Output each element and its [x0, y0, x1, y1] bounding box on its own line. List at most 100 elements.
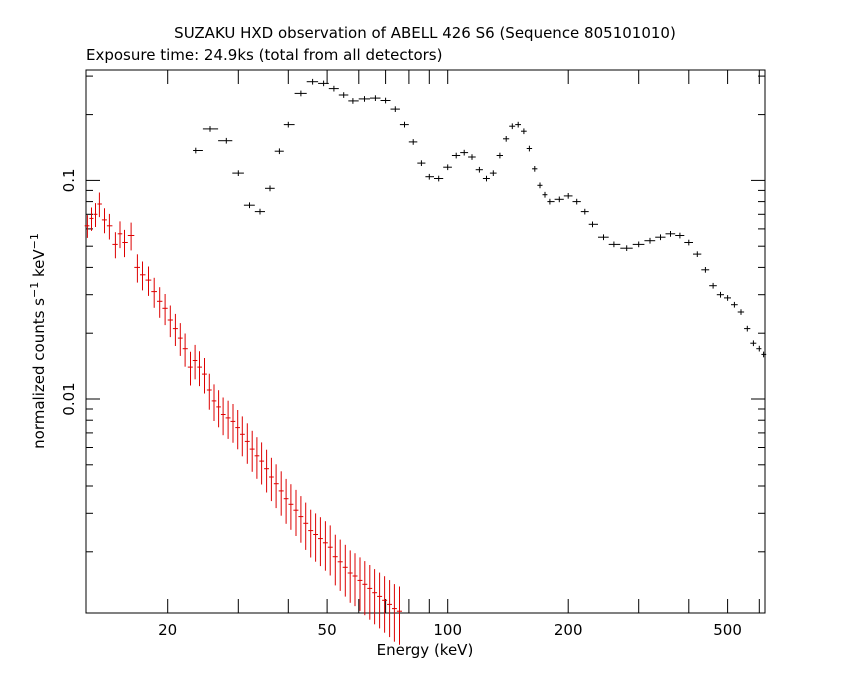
data-point	[303, 502, 309, 550]
data-point	[417, 160, 426, 166]
data-point	[357, 557, 363, 611]
data-point	[273, 464, 279, 509]
data-point	[232, 170, 244, 176]
data-point	[216, 390, 221, 428]
data-point	[632, 241, 645, 248]
data-point	[84, 215, 90, 238]
data-point	[288, 484, 294, 530]
data-point	[521, 128, 527, 135]
data-point	[244, 423, 250, 464]
data-point	[709, 282, 717, 289]
data-point	[655, 234, 666, 241]
data-point	[211, 384, 217, 421]
data-point	[750, 340, 757, 347]
data-series	[84, 78, 767, 645]
data-point	[425, 173, 434, 180]
data-point	[337, 539, 343, 591]
data-point	[342, 544, 348, 597]
data-point	[377, 572, 383, 629]
data-point	[620, 245, 633, 251]
data-point	[338, 92, 349, 98]
data-point	[294, 90, 307, 97]
data-point	[265, 185, 275, 192]
data-point	[358, 96, 370, 102]
y-tick-label: 0.01	[60, 382, 78, 415]
data-point	[496, 152, 503, 159]
data-point	[675, 232, 685, 239]
x-tick-label: 20	[158, 621, 177, 639]
y-axis-label-mid: keV	[30, 249, 48, 282]
data-point	[269, 457, 274, 502]
data-point	[328, 85, 339, 92]
data-point	[509, 123, 516, 130]
data-point	[348, 98, 359, 104]
y-axis-label: normalized counts s−1 keV−1	[28, 233, 48, 449]
plot-frame	[85, 69, 766, 614]
data-point	[370, 95, 381, 101]
data-point	[460, 149, 469, 156]
data-point	[737, 309, 745, 315]
data-point	[572, 198, 581, 205]
data-point	[542, 191, 548, 198]
data-point	[172, 313, 178, 346]
chart-subtitle: Exposure time: 24.9ks (total from all de…	[86, 46, 442, 64]
data-point	[608, 241, 621, 248]
data-point	[259, 442, 265, 485]
data-point	[515, 121, 521, 128]
data-point	[298, 496, 304, 543]
data-point	[665, 231, 676, 237]
data-point	[167, 305, 173, 338]
data-point	[240, 416, 245, 457]
data-point	[392, 584, 397, 642]
y-axis-label-main: normalized counts s	[30, 298, 48, 449]
data-point	[598, 234, 609, 241]
data-point	[332, 534, 338, 586]
data-point	[127, 222, 135, 251]
data-point	[106, 213, 113, 240]
data-point	[192, 344, 198, 380]
data-point	[187, 351, 193, 386]
data-point	[352, 553, 358, 607]
y-axis-label-sup1: −1	[28, 282, 41, 298]
data-point	[254, 437, 260, 479]
x-tick-label: 500	[713, 621, 742, 639]
data-point	[588, 221, 598, 228]
data-point	[202, 358, 207, 394]
data-point	[177, 323, 183, 356]
data-point	[151, 277, 157, 308]
data-point	[117, 221, 123, 249]
data-point	[206, 373, 212, 410]
data-point	[701, 267, 710, 273]
data-point	[731, 301, 738, 308]
chart-title: SUZAKU HXD observation of ABELL 426 S6 (…	[174, 24, 676, 42]
data-point	[580, 208, 589, 215]
data-point	[278, 471, 284, 516]
data-point	[89, 207, 94, 231]
data-point	[327, 525, 333, 576]
data-point	[202, 126, 219, 132]
data-point	[318, 80, 329, 87]
data-point	[537, 182, 543, 189]
data-point	[308, 509, 314, 558]
data-point	[399, 121, 409, 128]
series-1	[84, 192, 402, 645]
data-point	[283, 121, 295, 128]
data-point	[367, 565, 373, 620]
data-point	[249, 430, 255, 472]
data-point	[382, 576, 388, 633]
data-point	[443, 164, 452, 171]
y-axis-label-sup2: −1	[28, 233, 41, 249]
data-point	[387, 580, 392, 638]
data-point	[408, 139, 418, 145]
data-point	[225, 400, 231, 439]
axis-tick-labels: 20 50 100 200 500 0.01 0.1	[60, 168, 742, 639]
data-point	[197, 351, 202, 387]
data-point	[112, 232, 118, 259]
data-point	[347, 550, 353, 603]
data-point	[716, 291, 724, 298]
data-point	[532, 166, 538, 172]
data-point	[218, 137, 233, 144]
y-tick-label: 0.1	[60, 168, 78, 192]
data-point	[264, 449, 269, 493]
